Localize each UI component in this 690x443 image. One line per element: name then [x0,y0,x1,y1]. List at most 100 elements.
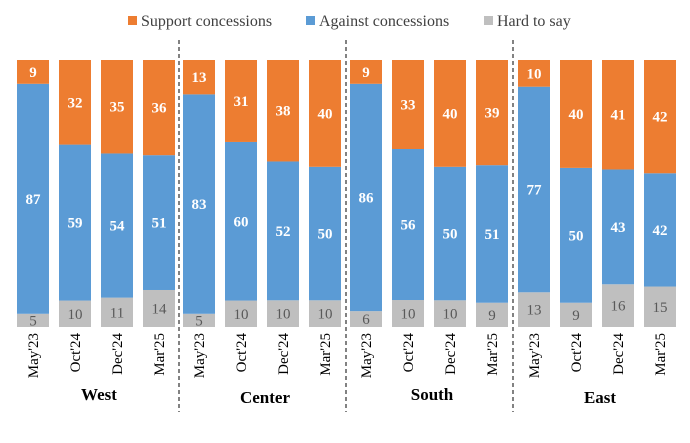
label-against: 83 [192,197,207,213]
x-tick-label: Mar'25 [653,333,669,376]
label-hard-to-say: 13 [527,303,542,319]
x-tick-label: Oct'24 [234,333,250,373]
label-support: 42 [653,110,668,126]
bar-hard-to-say [518,292,550,327]
bar-support [101,60,133,154]
bar-support [183,60,215,95]
x-tick-label: May'23 [359,333,375,378]
label-hard-to-say: 11 [110,305,124,321]
bar-hard-to-say [101,297,133,327]
x-tick-label: Mar'25 [318,333,334,376]
label-support: 41 [611,108,626,124]
x-tick-label: Dec'24 [611,333,627,375]
legend-swatch [128,16,137,25]
bar-hard-to-say [434,300,466,327]
bar-against [309,166,341,301]
bar-hard-to-say [143,289,175,327]
x-tick-label: Dec'24 [276,333,292,375]
x-tick-label: May'23 [192,333,208,378]
bar-hard-to-say [267,300,299,327]
group-label: South [411,385,454,404]
label-hard-to-say: 10 [318,307,333,323]
bar-against [518,86,550,293]
bar-support [434,60,466,167]
group-label: East [584,388,616,407]
legend-swatch [306,16,315,25]
x-tick-label: Mar'25 [485,333,501,376]
bar-hard-to-say [17,313,49,327]
label-support: 36 [152,101,168,117]
label-hard-to-say: 5 [29,313,37,329]
x-tick-label: Oct'24 [569,333,585,373]
bar-hard-to-say [309,300,341,327]
label-support: 9 [362,65,370,81]
label-hard-to-say: 6 [362,312,370,328]
label-against: 51 [152,216,167,232]
bar-hard-to-say [602,284,634,327]
bar-hard-to-say [350,311,382,327]
label-support: 13 [192,70,207,86]
label-against: 60 [234,214,249,230]
bar-against [101,153,133,298]
label-against: 87 [26,192,42,208]
bar-support [644,60,676,174]
label-against: 56 [401,218,417,234]
label-hard-to-say: 5 [195,313,203,329]
legend-label: Support concessions [141,13,272,30]
label-support: 38 [276,104,291,120]
label-hard-to-say: 9 [572,308,580,324]
bar-against [644,173,676,287]
label-against: 50 [443,227,458,243]
bar-support [476,60,508,166]
bar-support [350,60,382,84]
x-tick-label: Mar'25 [152,333,168,376]
label-against: 59 [68,216,83,232]
label-hard-to-say: 10 [276,307,291,323]
label-against: 50 [318,227,333,243]
bar-against [560,167,592,303]
bar-hard-to-say [392,300,424,327]
bar-against [350,83,382,312]
x-tick-label: Oct'24 [401,333,417,373]
label-support: 40 [443,106,458,122]
bar-support [602,60,634,170]
label-support: 31 [234,94,249,110]
x-tick-label: Dec'24 [443,333,459,375]
bar-support [225,60,257,142]
label-support: 9 [29,65,37,81]
label-support: 40 [318,106,333,122]
x-tick-label: May'23 [527,333,543,378]
bar-hard-to-say [476,302,508,327]
bar-hard-to-say [225,300,257,327]
label-against: 52 [276,224,291,240]
label-hard-to-say: 10 [234,307,249,323]
label-against: 50 [569,228,584,244]
bar-against [392,149,424,301]
label-support: 35 [110,100,125,116]
label-support: 10 [527,66,542,82]
x-tick-label: Oct'24 [68,333,84,373]
bar-against [267,161,299,301]
bar-support [560,60,592,168]
x-tick-label: Dec'24 [110,333,126,375]
bar-hard-to-say [644,286,676,327]
x-tick-label: May'23 [26,333,42,378]
label-against: 54 [110,219,126,235]
bar-support [392,60,424,149]
bar-support [267,60,299,162]
label-hard-to-say: 10 [443,307,458,323]
label-support: 33 [401,98,416,114]
bar-against [143,155,175,290]
label-support: 32 [68,95,83,111]
bar-support [518,60,550,87]
label-against: 51 [485,227,500,243]
label-against: 42 [653,223,668,239]
bar-support [17,60,49,84]
legend-swatch [484,16,493,25]
label-hard-to-say: 15 [653,300,668,316]
group-label: Center [240,388,290,407]
group-label: West [81,385,117,404]
legend-label: Against concessions [319,13,449,30]
